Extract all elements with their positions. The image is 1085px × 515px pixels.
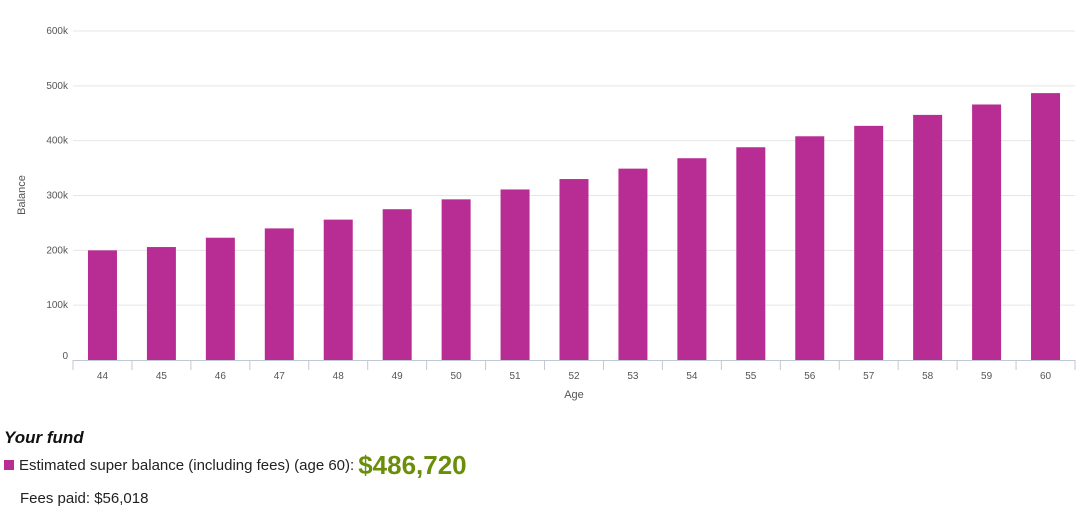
fund-title: Your fund bbox=[4, 428, 84, 447]
bar bbox=[264, 228, 294, 360]
x-tick-label: 54 bbox=[686, 371, 698, 382]
bar bbox=[1031, 93, 1061, 360]
bar bbox=[854, 125, 884, 360]
bar bbox=[441, 199, 471, 360]
fund-summary: Your fund Estimated super balance (inclu… bbox=[4, 426, 1074, 507]
bar bbox=[382, 209, 412, 360]
x-tick-label: 52 bbox=[568, 371, 580, 382]
y-tick-label: 200k bbox=[46, 245, 69, 256]
x-tick-label: 53 bbox=[627, 371, 639, 382]
bar bbox=[559, 179, 589, 360]
x-tick-label: 57 bbox=[863, 371, 875, 382]
y-tick-label: 400k bbox=[46, 136, 69, 147]
legend-row: Estimated super balance (including fees)… bbox=[4, 450, 1074, 480]
bar bbox=[913, 114, 943, 361]
bar bbox=[205, 237, 235, 360]
x-tick-label: 49 bbox=[392, 371, 404, 382]
x-tick-label: 55 bbox=[745, 371, 757, 382]
y-tick-label: 0 bbox=[62, 351, 68, 362]
x-tick-label: 45 bbox=[156, 371, 168, 382]
y-tick-label: 300k bbox=[46, 191, 69, 202]
bar bbox=[736, 147, 766, 360]
y-axis-title: Balance bbox=[16, 175, 28, 215]
bar bbox=[146, 247, 176, 360]
balance-value: $486,720 bbox=[358, 449, 467, 480]
x-tick-label: 51 bbox=[509, 371, 521, 382]
bar bbox=[618, 168, 648, 360]
y-tick-label: 100k bbox=[46, 300, 69, 311]
x-tick-label: 48 bbox=[333, 371, 345, 382]
legend-swatch bbox=[4, 460, 14, 470]
x-tick-label: 50 bbox=[451, 371, 463, 382]
bar bbox=[500, 189, 530, 360]
chart-area: 0 100k 200k 300k 400k 500k 600k 44 45 46 47 48 49 50 5… bbox=[16, 26, 1076, 401]
legend-label: Estimated super balance (including fees)… bbox=[19, 456, 355, 474]
x-tick-label: 58 bbox=[922, 371, 934, 382]
bar bbox=[677, 158, 707, 360]
y-tick-label: 600k bbox=[46, 26, 69, 37]
fees-paid: Fees paid: $56,018 bbox=[20, 490, 149, 507]
bar bbox=[323, 219, 353, 360]
x-tick-label: 56 bbox=[804, 371, 816, 382]
x-tick-label: 46 bbox=[215, 371, 227, 382]
balance-bar-chart: 0 100k 200k 300k 400k 500k 600k 44 45 46 47 48 49 50 5… bbox=[16, 26, 1076, 401]
x-tick-label: 44 bbox=[97, 371, 109, 382]
x-tick-label: 47 bbox=[274, 371, 286, 382]
bar bbox=[87, 250, 117, 360]
y-tick-label: 500k bbox=[46, 81, 69, 92]
x-tick-label: 59 bbox=[981, 371, 993, 382]
bar bbox=[972, 104, 1002, 360]
x-axis-title: Age bbox=[564, 389, 584, 401]
x-tick-label: 60 bbox=[1040, 371, 1052, 382]
bar bbox=[795, 136, 825, 360]
